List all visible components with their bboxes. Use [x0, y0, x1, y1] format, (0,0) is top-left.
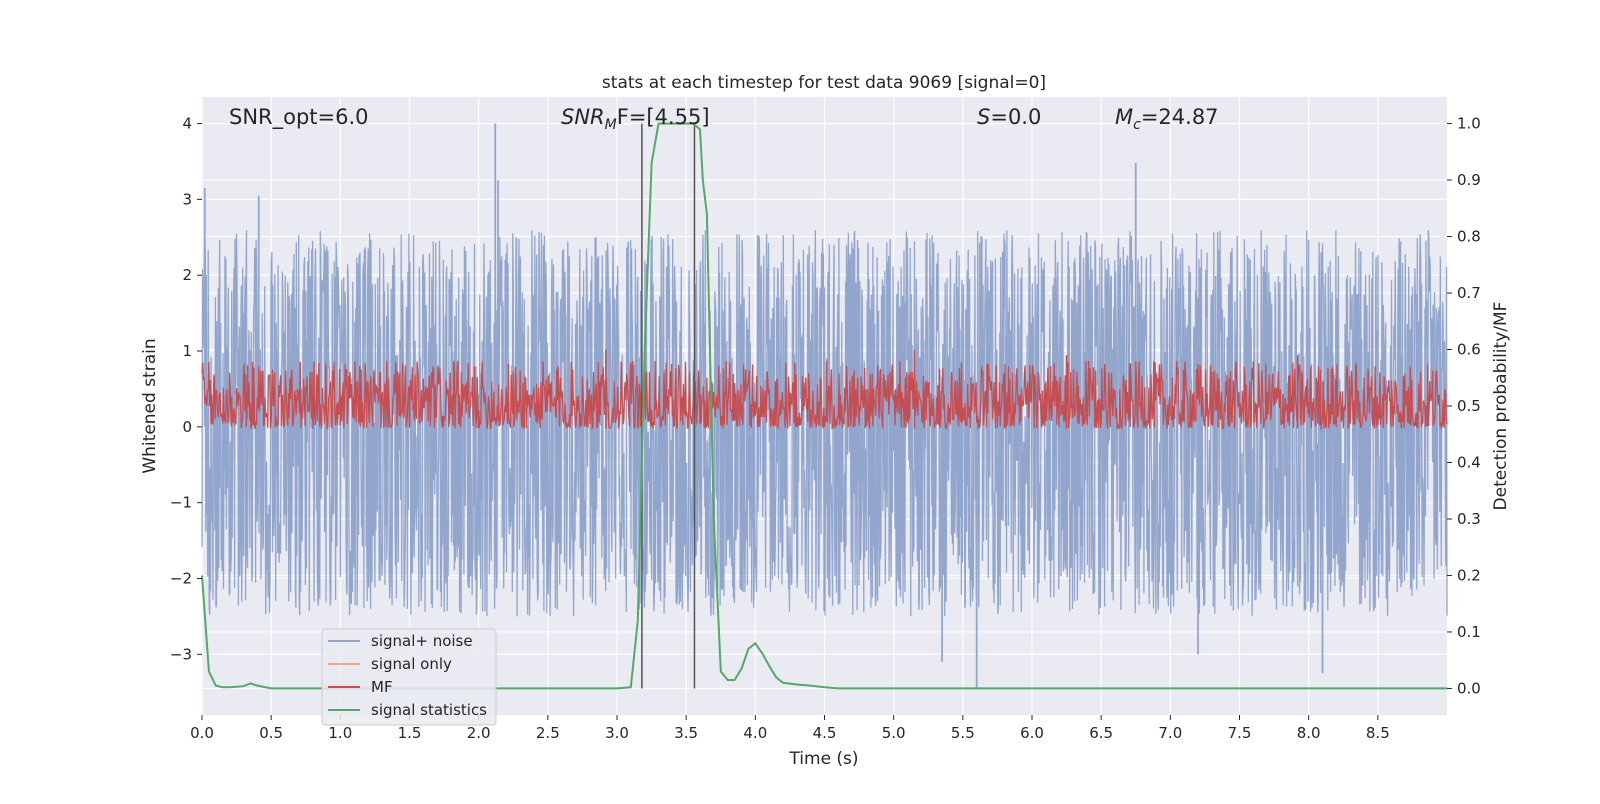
annotation-s-main: S — [977, 105, 990, 129]
x-tick-label-4: 2.0 — [467, 724, 491, 742]
legend-label-signal-statistics: signal statistics — [371, 701, 487, 719]
y-right-tick-label-4: 0.4 — [1457, 453, 1481, 471]
y-left-tick-label-3: 0 — [182, 418, 192, 436]
y-left-tick-label-2: −1 — [170, 494, 192, 512]
chart-title: stats at each timestep for test data 906… — [602, 73, 1046, 93]
y-left-tick-label-5: 2 — [182, 266, 192, 284]
x-tick-label-9: 4.5 — [813, 724, 837, 742]
y-right-tick-label-10: 1.0 — [1457, 115, 1481, 133]
y-right-tick-label-7: 0.7 — [1457, 284, 1481, 302]
series-mf-line — [201, 360, 1448, 431]
y-right-tick-label-6: 0.6 — [1457, 341, 1481, 359]
y-right-tick-label-9: 0.9 — [1457, 171, 1481, 189]
annotation-s-rest: =0.0 — [990, 105, 1041, 129]
x-tick-label-10: 5.0 — [882, 724, 906, 742]
x-tick-label-17: 8.5 — [1366, 724, 1390, 742]
x-tick-label-15: 7.5 — [1228, 724, 1252, 742]
y-axis-label-right: Detection probability/MF — [1491, 302, 1511, 511]
x-tick-label-3: 1.5 — [398, 724, 422, 742]
x-tick-label-8: 4.0 — [743, 724, 767, 742]
x-tick-label-1: 0.5 — [259, 724, 283, 742]
x-tick-label-12: 6.0 — [1020, 724, 1044, 742]
series-signal-statistics-line — [201, 122, 1447, 690]
x-tick-label-7: 3.5 — [674, 724, 698, 742]
y-left-tick-label-6: 3 — [182, 190, 192, 208]
x-tick-label-16: 8.0 — [1297, 724, 1321, 742]
y-right-tick-label-0: 0.0 — [1457, 679, 1481, 697]
y-left-tick-label-4: 1 — [182, 342, 192, 360]
x-tick-label-13: 6.5 — [1089, 724, 1113, 742]
x-tick-label-0: 0.0 — [190, 724, 214, 742]
annotation-snr-mf-sub: M — [605, 117, 617, 133]
y-left-tick-label-7: 4 — [182, 115, 192, 133]
y-right-tick-label-5: 0.5 — [1457, 397, 1481, 415]
axes: 0.0 0.5 1.0 1.5 2.0 2.5 3.0 3.5 4.0 4.5 5.0 5.5 6.0 6… — [170, 115, 1481, 742]
annotation-snr-opt: SNR_opt=6.0 — [229, 105, 369, 130]
x-tick-label-14: 7.0 — [1158, 724, 1182, 742]
legend-box — [321, 628, 497, 726]
y-right-tick-label-8: 0.8 — [1457, 228, 1481, 246]
annotation-snr-mf-rest: F=[4.55] — [617, 105, 710, 129]
legend-label-signal-only: signal only — [371, 655, 452, 673]
y-right-tick-label-3: 0.3 — [1457, 510, 1481, 528]
x-tick-label-6: 3.0 — [605, 724, 629, 742]
annotation-s: S=0.0 — [977, 105, 1041, 129]
annotation-snr-mf-main: SNR — [561, 105, 605, 129]
legend-label-mf: MF — [371, 678, 393, 696]
annotation-mc: Mc=24.87 — [1115, 105, 1219, 133]
annotation-mc-sub: c — [1133, 117, 1141, 133]
annotation-mc-main: M — [1115, 105, 1133, 129]
series-signal-noise-line — [201, 229, 1448, 617]
x-tick-label-5: 2.5 — [536, 724, 560, 742]
y-left-tick-label-1: −2 — [170, 570, 192, 588]
y-axis-label-left: Whitened strain — [140, 338, 160, 473]
legend-label-signal-noise: signal+ noise — [371, 632, 473, 650]
x-axis-label: Time (s) — [788, 749, 858, 769]
y-left-tick-label-0: −3 — [170, 645, 192, 663]
annotation-mc-rest: =24.87 — [1141, 105, 1219, 129]
y-right-tick-label-1: 0.1 — [1457, 623, 1481, 641]
y-right-tick-label-2: 0.2 — [1457, 566, 1481, 584]
x-tick-label-2: 1.0 — [328, 724, 352, 742]
legend: signal+ noise signal only MF signal stat… — [321, 628, 497, 726]
annotation-snr-mf: SNRMF=[4.55] — [561, 105, 710, 133]
plot-area — [201, 122, 1448, 690]
x-tick-label-11: 5.5 — [951, 724, 975, 742]
